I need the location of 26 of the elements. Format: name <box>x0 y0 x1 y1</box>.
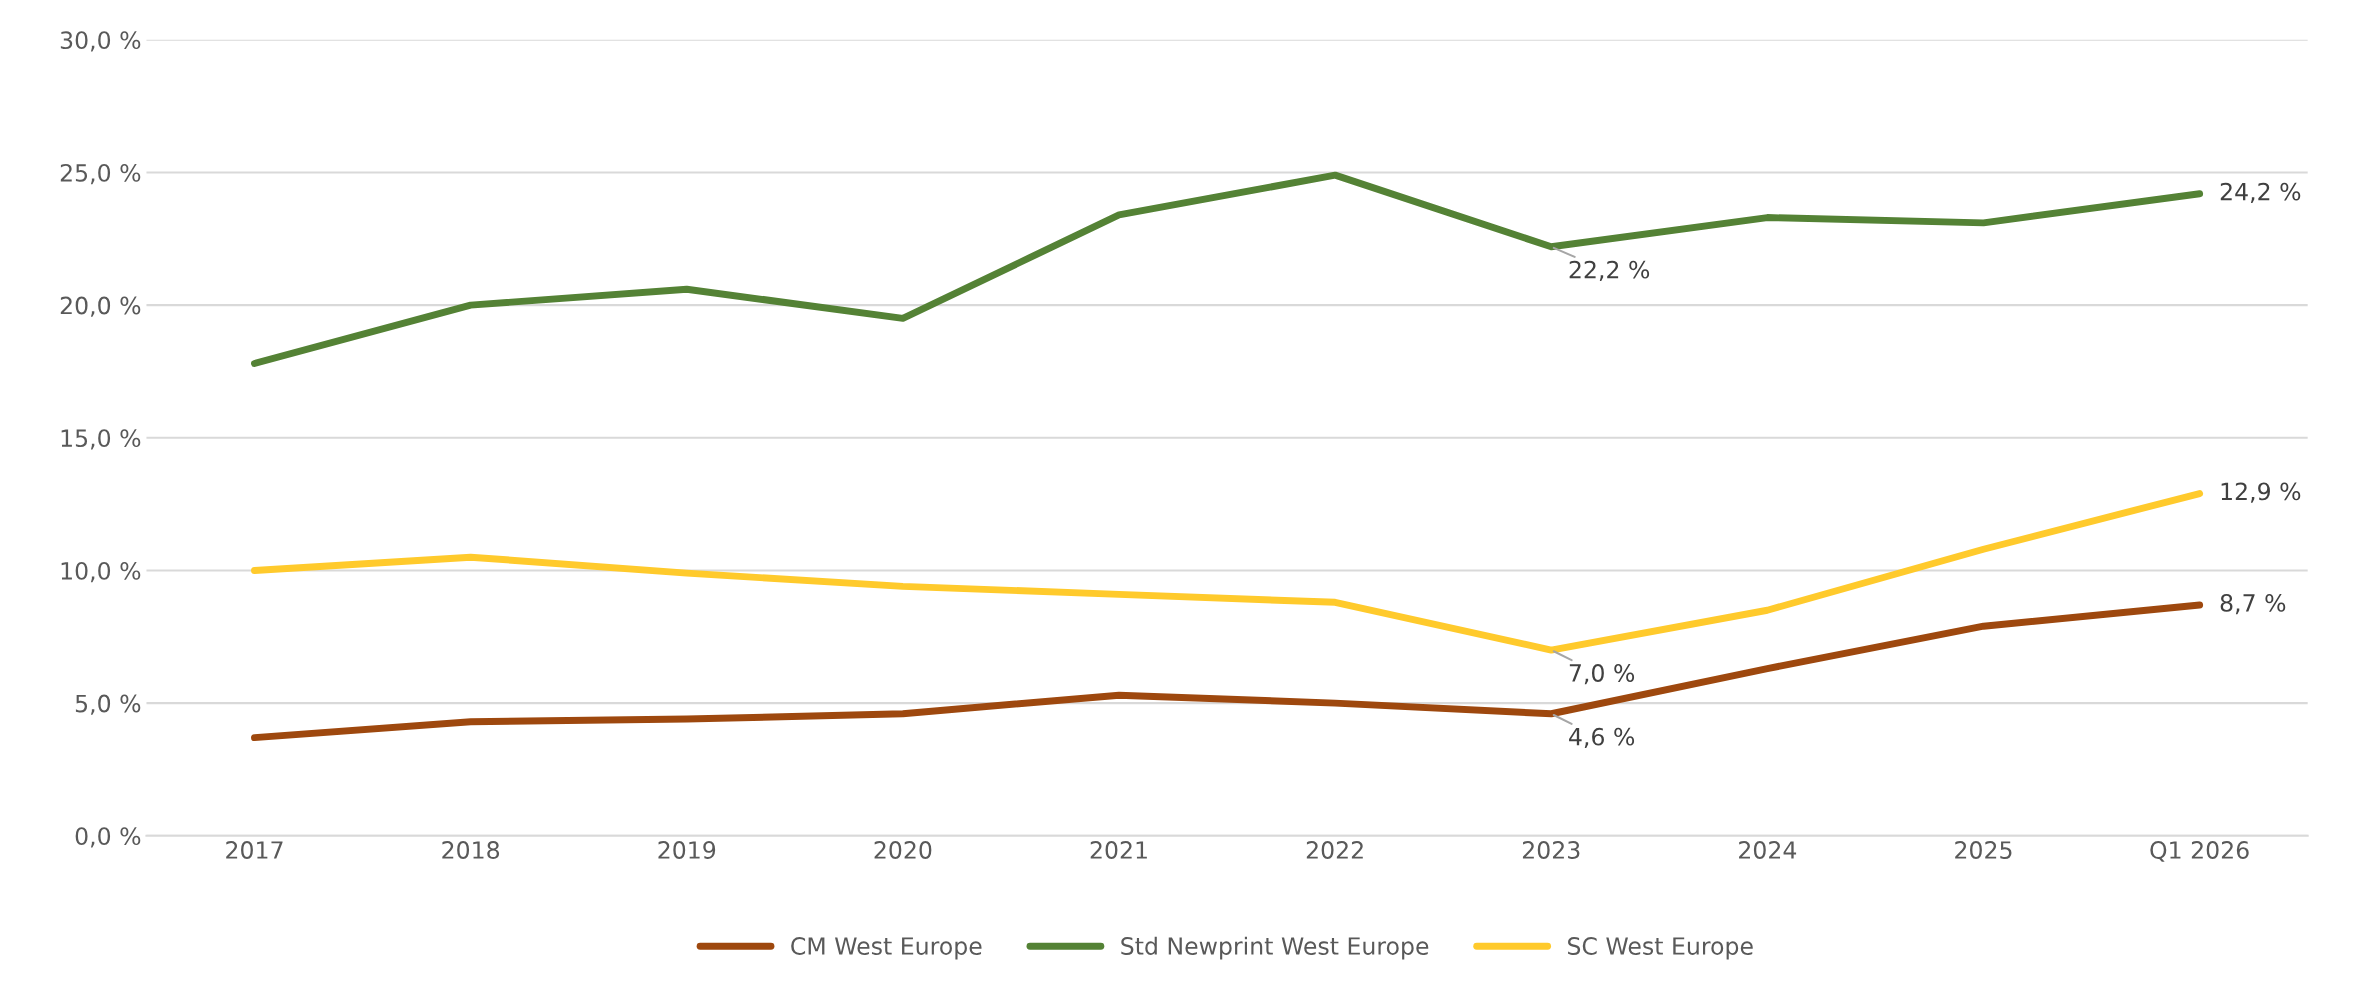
data-label: 22,2 % <box>1569 260 1650 282</box>
data-label: 12,9 % <box>2221 482 2301 503</box>
y-tick-label: 30,0 % <box>60 31 141 52</box>
y-tick-label: 0,0 % <box>75 827 141 848</box>
x-tick-label: 2025 <box>1955 841 2012 859</box>
y-tick-label: 15,0 % <box>61 429 141 450</box>
data-label: 8,7 % <box>2220 593 2286 615</box>
y-tick-label: 5,0 % <box>75 694 141 715</box>
x-tick-label: 2020 <box>874 841 932 859</box>
x-tick-label: 2019 <box>658 841 716 859</box>
data-label: 7,0 % <box>1569 664 1635 685</box>
x-tick-label: 2021 <box>1090 841 1147 859</box>
x-tick-label: 2018 <box>442 841 500 859</box>
x-tick-label: 2023 <box>1522 841 1580 859</box>
legend-label: CM West Europe <box>791 937 982 960</box>
x-tick-label: Q1 2026 <box>2150 841 2249 862</box>
legend-label: Std Newprint West Europe <box>1121 936 1429 960</box>
data-label: 4,6 % <box>1569 727 1635 749</box>
y-tick-label: 10,0 % <box>61 561 141 583</box>
y-tick-label: 25,0 % <box>60 163 141 185</box>
x-tick-label: 2017 <box>226 841 283 859</box>
legend-label: SC West Europe <box>1568 937 1753 960</box>
y-tick-label: 20,0 % <box>60 296 141 317</box>
x-tick-label: 2024 <box>1739 841 1797 859</box>
data-label: 24,2 % <box>2220 182 2301 203</box>
x-tick-label: 2022 <box>1306 841 1363 859</box>
